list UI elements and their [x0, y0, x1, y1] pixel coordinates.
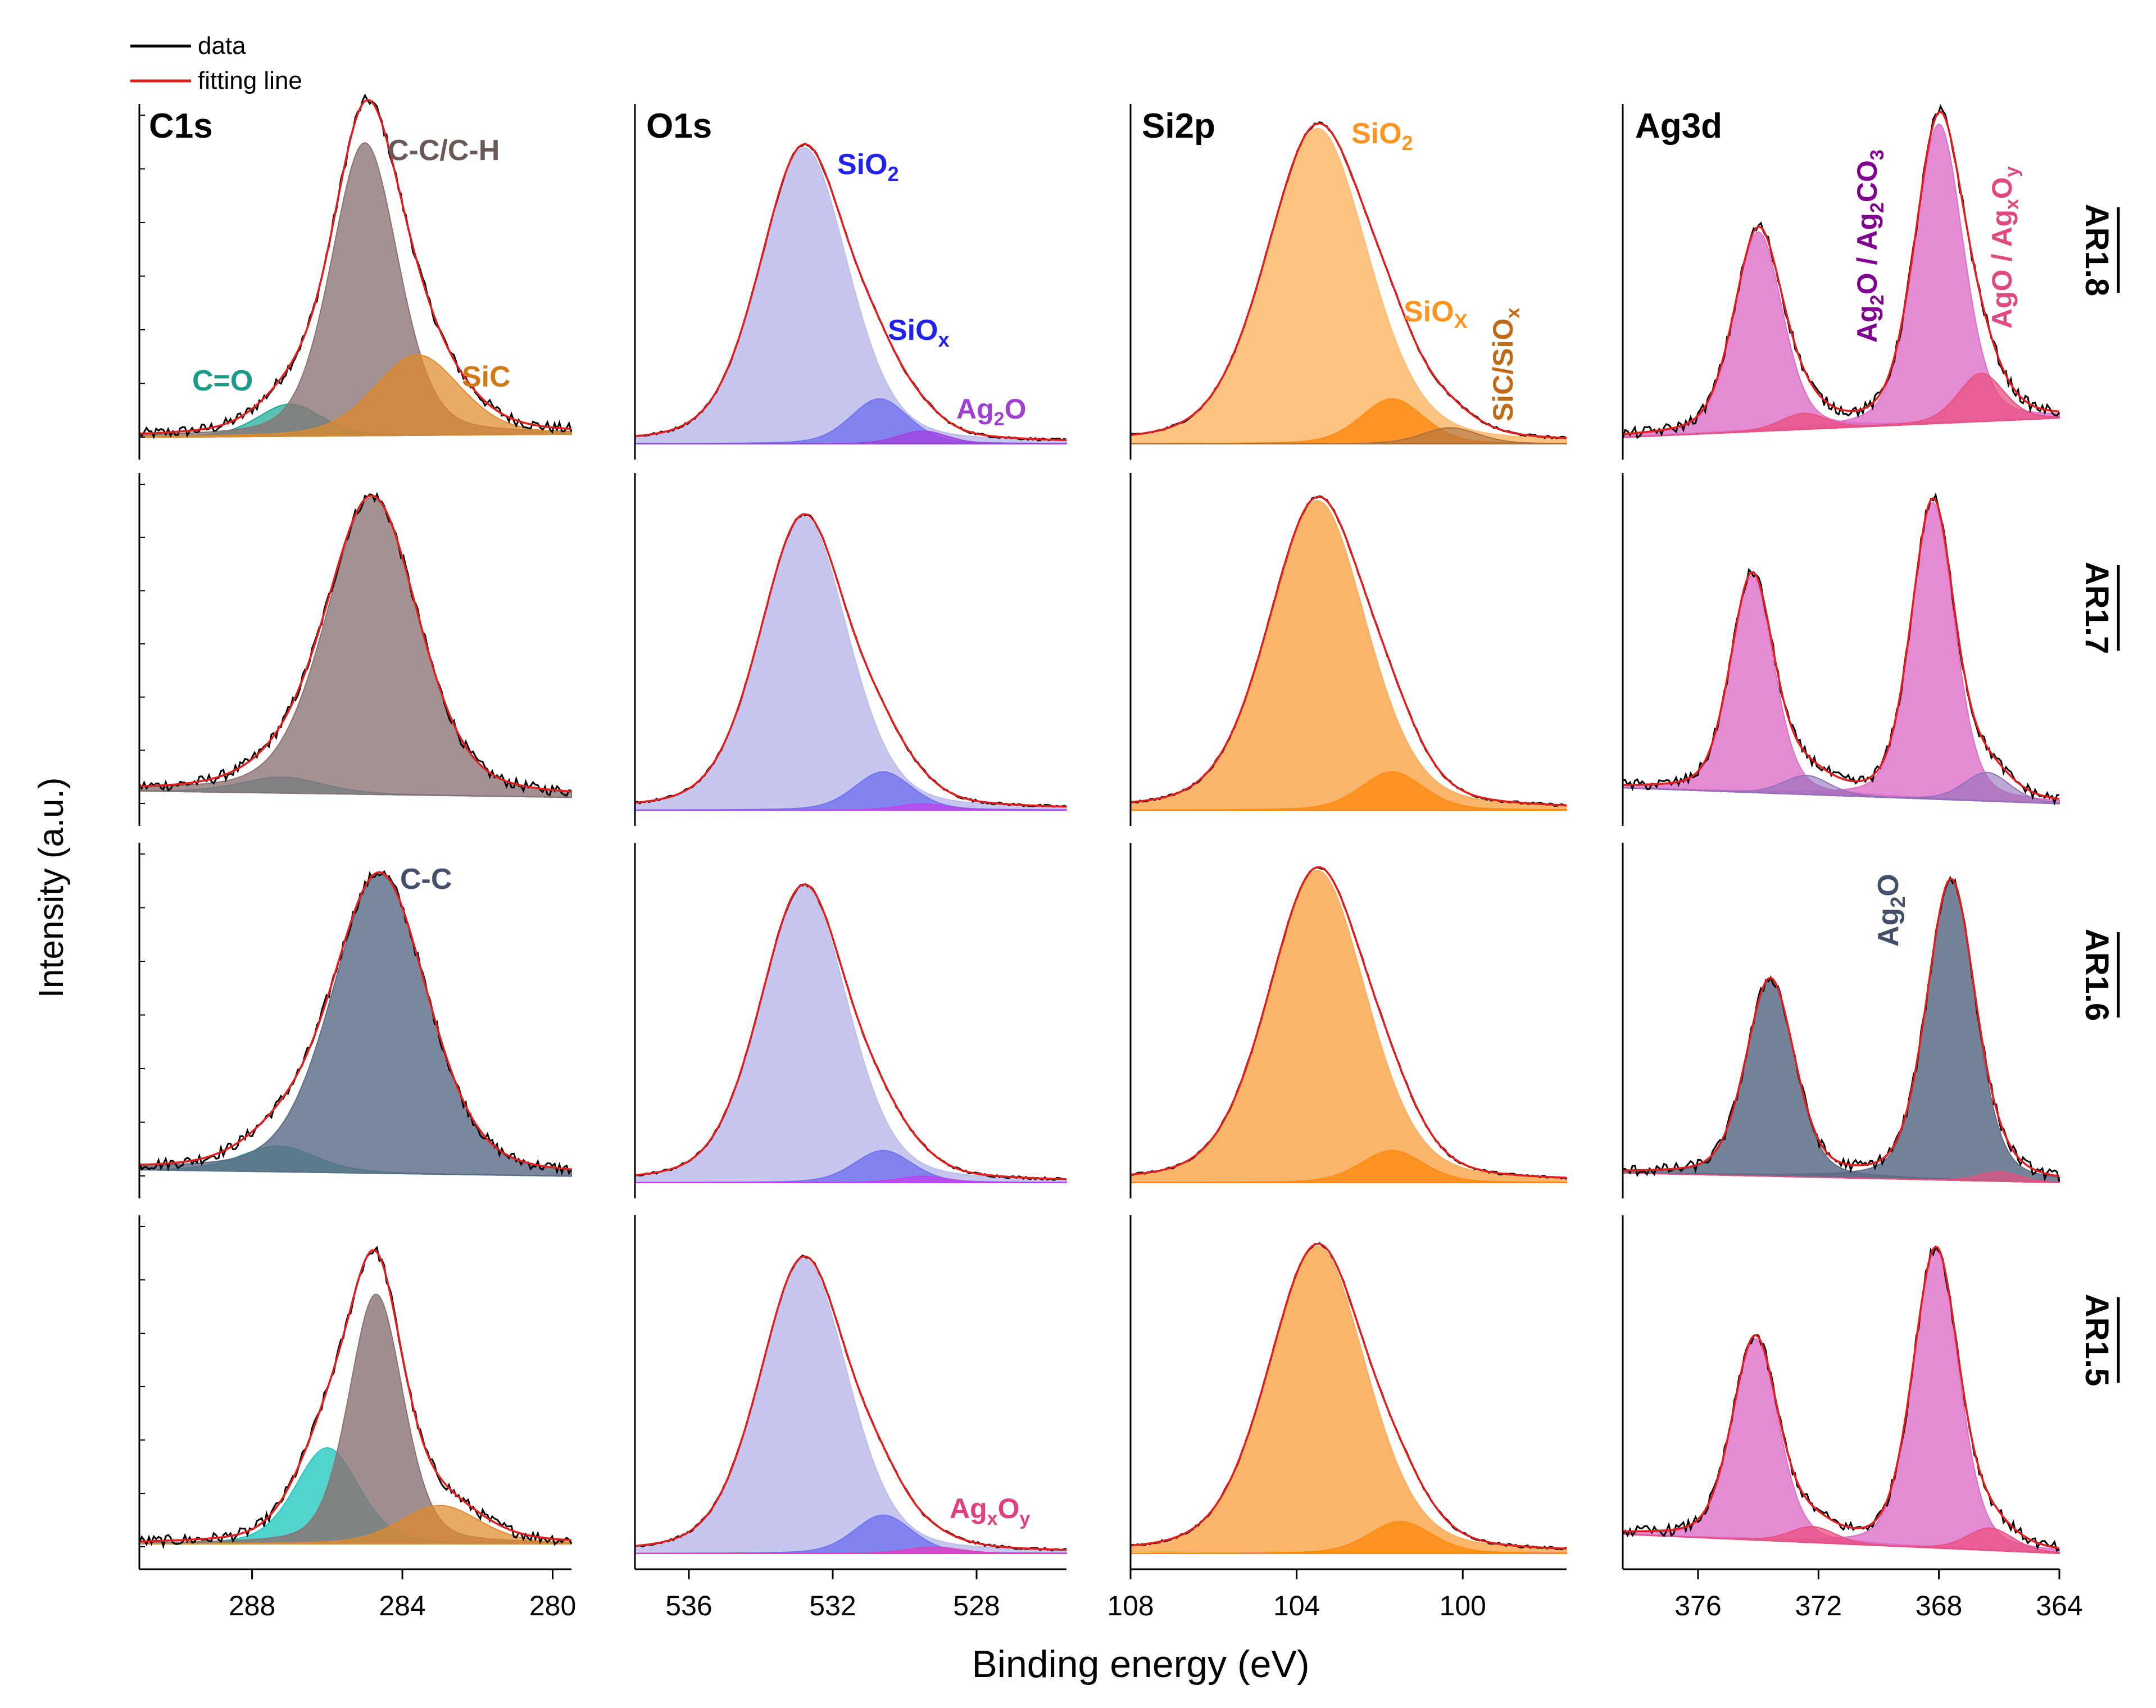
fit-component [1622, 771, 2060, 805]
annotation-c-c: C-C [400, 863, 452, 896]
fit-component [635, 1546, 1067, 1554]
annotation-c-o: C=O [192, 365, 253, 397]
fitting-line [1623, 497, 2060, 800]
x-tick-label: 536 [665, 1590, 712, 1621]
x-tick-label: 108 [1107, 1590, 1154, 1621]
legend-data-label: data [198, 32, 246, 60]
fitting-line [1622, 110, 2060, 435]
fit-component [1130, 1245, 1567, 1554]
fitting-line [1130, 496, 1567, 806]
row-label: AR1.5 [2078, 1294, 2115, 1386]
row-label: AR1.8 [2078, 204, 2115, 296]
y-axis-label: Intensity (a.u.) [32, 778, 71, 998]
fit-component [635, 803, 1067, 811]
x-tick-label: 528 [953, 1590, 1000, 1621]
annotation-siox-o1s: SiOx [888, 314, 950, 351]
fit-component [1130, 427, 1567, 444]
legend: data fitting line [130, 32, 302, 94]
fitting-line [139, 494, 572, 793]
panel-title-si2p: Si2p [1142, 107, 1215, 146]
fit-component [635, 1175, 1067, 1183]
fitting-line [1623, 878, 2060, 1178]
fit-component [1622, 575, 2060, 805]
fitting-line [634, 1255, 1067, 1551]
fit-component [1622, 880, 2060, 1184]
x-axis-label: Binding energy (eV) [972, 1643, 1309, 1686]
fit-component [1130, 1520, 1567, 1554]
x-tick-label: 280 [529, 1590, 576, 1621]
x-tick-label: 104 [1273, 1590, 1320, 1621]
fitting-line [139, 98, 572, 435]
x-tick-label: 100 [1440, 1590, 1486, 1621]
fit-component [1130, 1150, 1567, 1183]
fit-component [139, 354, 572, 438]
annotation-ag2o-ag2co3: Ag2O / Ag2CO3 [1851, 149, 1888, 343]
fit-component [634, 147, 1067, 444]
fit-component [634, 516, 1067, 811]
fit-component [1622, 502, 2060, 805]
annotation-sio2-si2p: SiO2 [1351, 117, 1413, 155]
x-tick-label: 368 [1916, 1590, 1962, 1621]
fit-component [1622, 1249, 2060, 1555]
fitting-line [634, 883, 1067, 1180]
fit-component [139, 873, 572, 1177]
x-tick-label: 288 [229, 1590, 275, 1621]
fitting-line [1130, 866, 1567, 1179]
legend-fit-label: fitting line [198, 67, 302, 94]
data-line [138, 93, 573, 439]
x-tick-label: 284 [379, 1590, 425, 1621]
x-ticks: 288 284 280 536 532 528 108 104 100 376 372 368 364 [229, 1569, 2083, 1621]
fitting-line [139, 1249, 572, 1543]
fit-component [1622, 1171, 2060, 1184]
peak-annotations: C-C/C-H C=O SiC C-C SiO2 SiOx Ag2O AgxOy… [192, 117, 2023, 1529]
fitting-line [634, 143, 1067, 442]
annotation-sic-siox-si2p: SiC/SiOx [1487, 308, 1524, 421]
annotation-ag2o-o1s: Ag2O [956, 393, 1026, 430]
fitting-line [1622, 1245, 2060, 1550]
x-tick-label: 364 [2036, 1590, 2082, 1621]
annotation-agxoy-o1s: AgxOy [950, 1493, 1030, 1529]
annotation-ag2o-ag3d: Ag2O [1872, 874, 1909, 947]
fitting-line [1130, 1243, 1567, 1550]
fit-component [139, 497, 572, 798]
row-label: AR1.7 [2078, 562, 2115, 654]
fit-component [1622, 1527, 2060, 1555]
fitting-line [1130, 122, 1567, 439]
panel-titles: C1s O1s Si2p Ag3d [149, 107, 1722, 146]
x-tick-label: 532 [809, 1590, 856, 1621]
data-line [1622, 492, 2060, 806]
data-line [1622, 104, 2060, 439]
panel-title-o1s: O1s [646, 107, 712, 146]
fit-component [634, 430, 1067, 444]
annotation-siox-si2p: SiOX [1404, 296, 1468, 333]
fit-component [1622, 373, 2060, 438]
x-tick-label: 372 [1795, 1590, 1842, 1621]
fitting-line [139, 871, 572, 1170]
row-label: AR1.6 [2078, 929, 2115, 1021]
fit-component [634, 886, 1067, 1183]
fit-component [139, 1293, 572, 1545]
x-tick-label: 376 [1674, 1590, 1721, 1621]
panel-title-ag3d: Ag3d [1635, 107, 1722, 146]
fitting-line [634, 513, 1067, 808]
annotation-c-c-c-h: C-C/C-H [388, 134, 500, 167]
row-labels: AR1.8 AR1.7 AR1.6 AR1.5 [2078, 204, 2120, 1386]
annotation-ago-agxoy: AgO / AgxOy [1986, 166, 2023, 329]
panel-title-c1s: C1s [149, 107, 213, 146]
plot-area [138, 93, 2060, 1570]
annotation-sio2-o1s: SiO2 [837, 148, 899, 185]
annotation-sic: SiC [462, 361, 511, 393]
fit-component [1130, 771, 1567, 811]
